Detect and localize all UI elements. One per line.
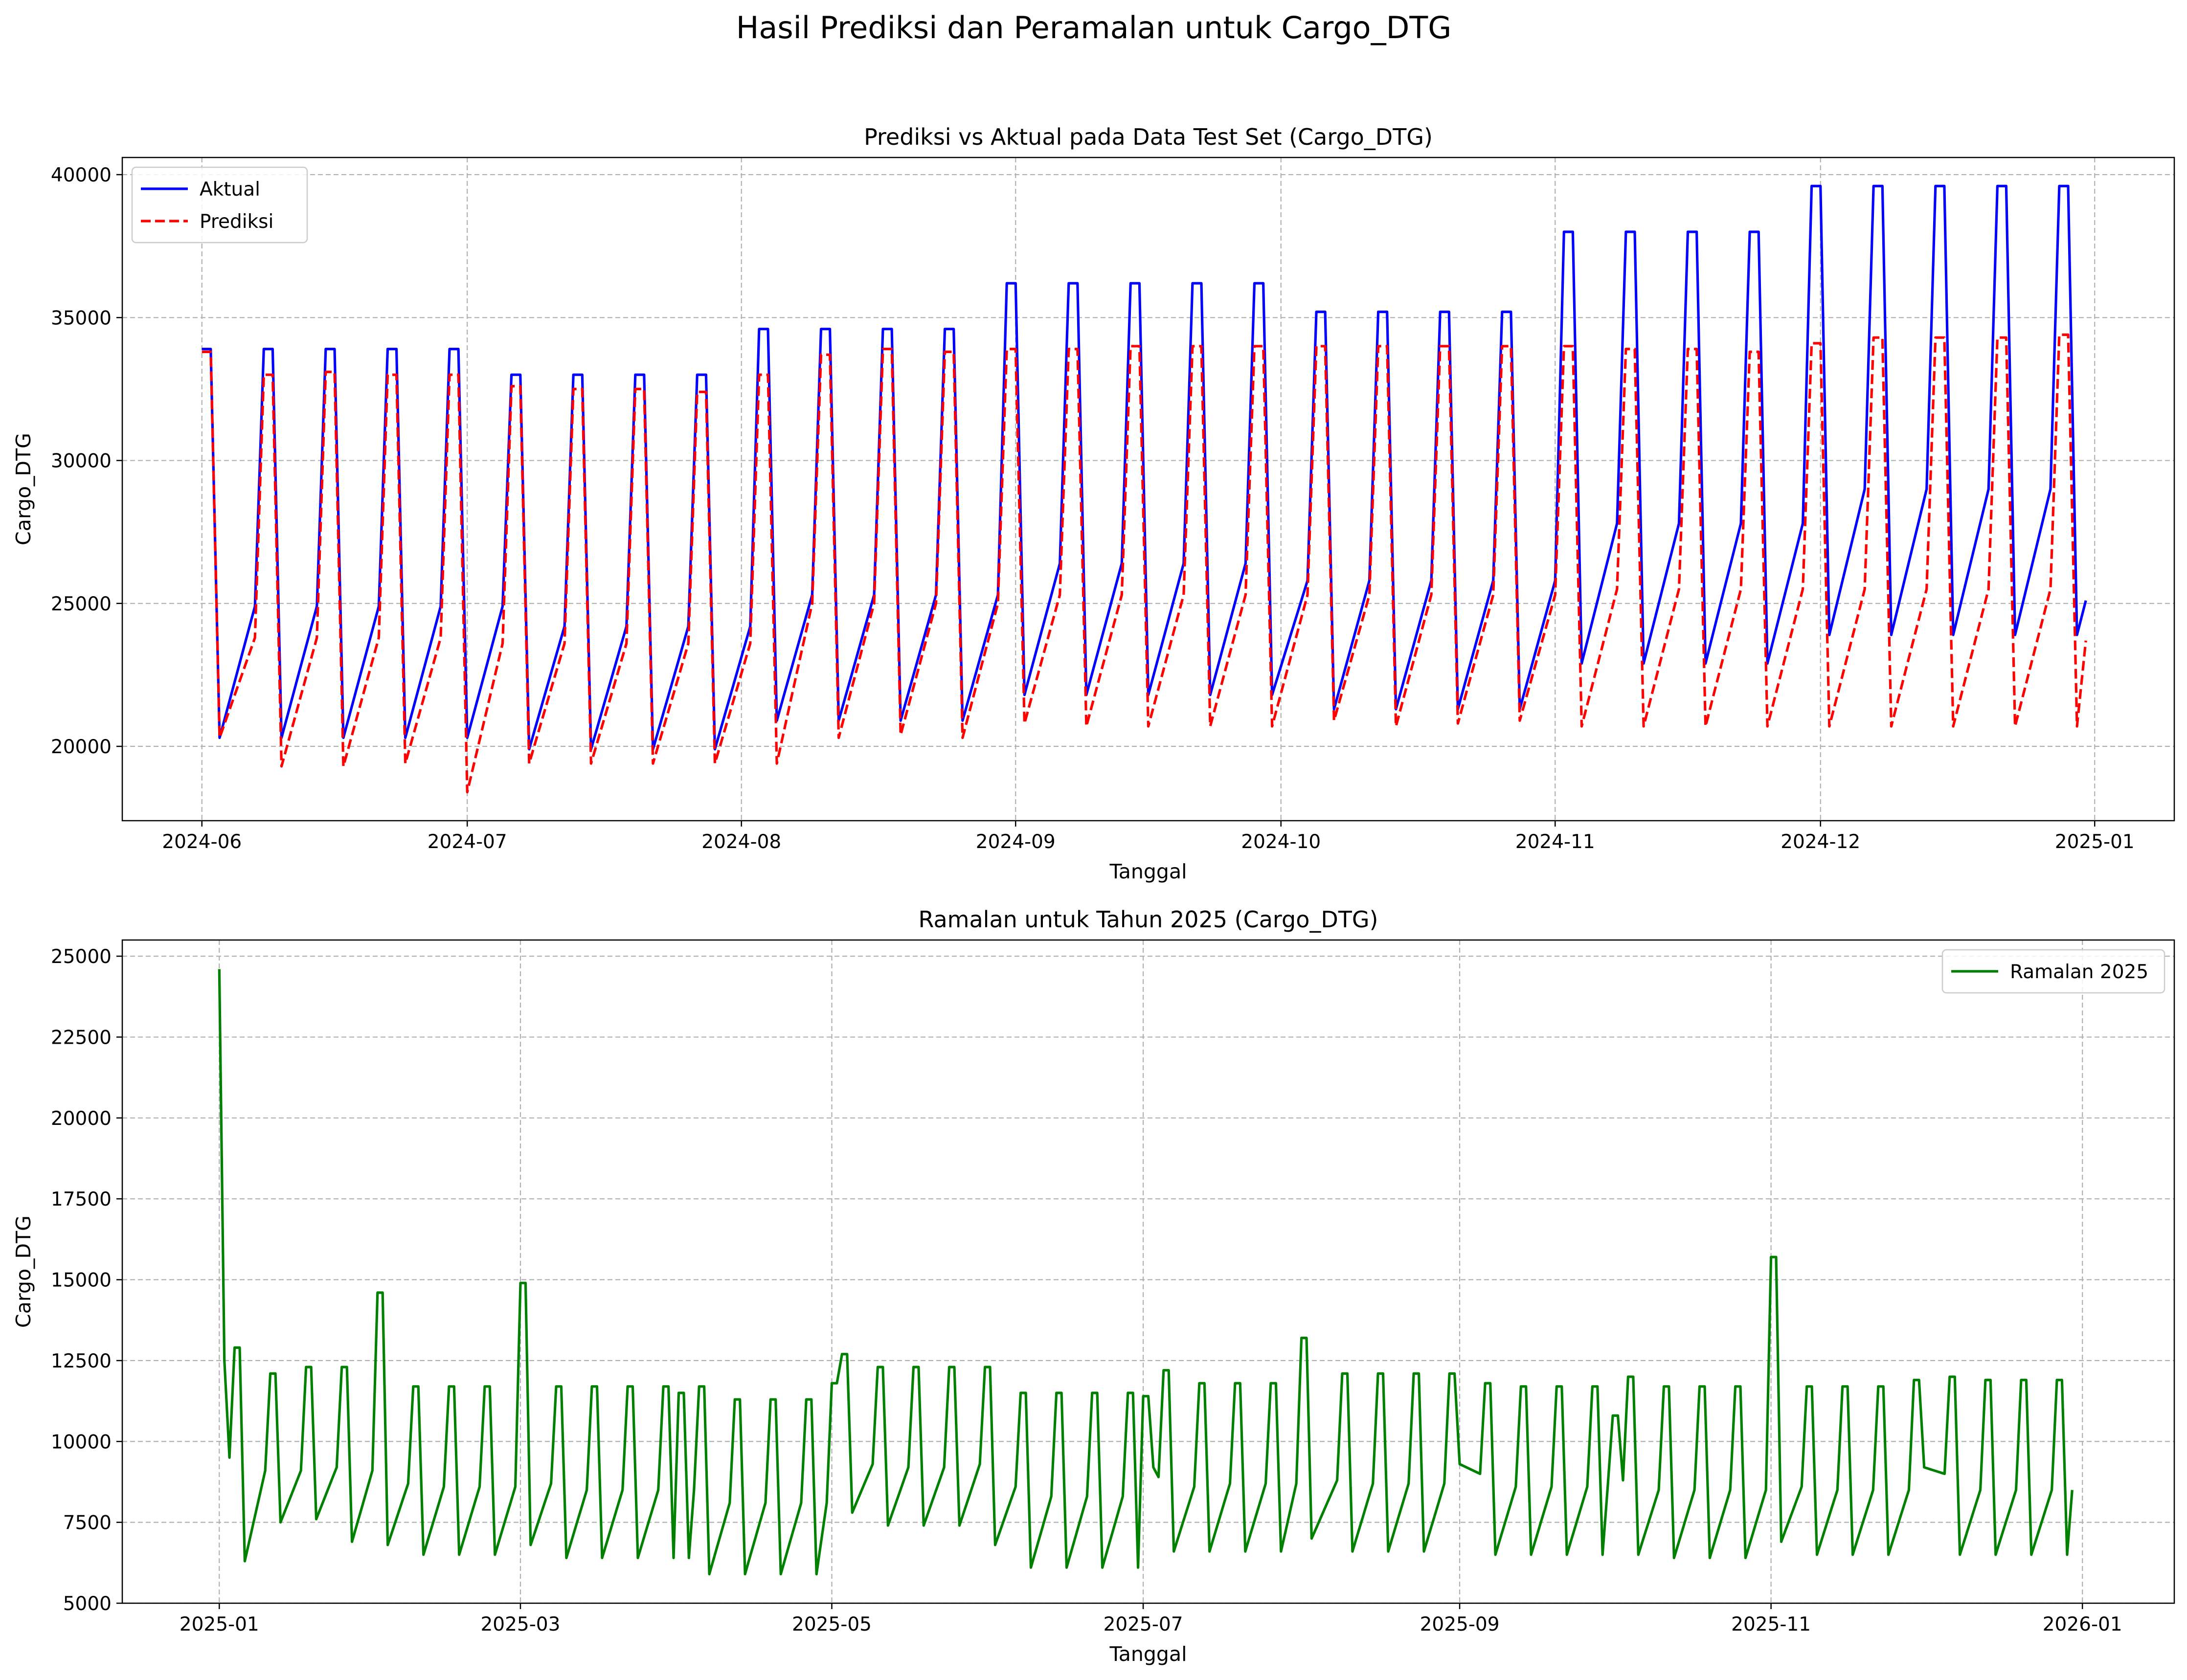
legend-label: Ramalan 2025 — [2010, 961, 2148, 983]
x-tick-label: 2025-05 — [792, 1613, 872, 1635]
legend: Aktual Prediksi — [131, 166, 308, 244]
x-tick-label: 2025-11 — [1731, 1613, 1811, 1635]
y-tick-label: 12500 — [51, 1350, 112, 1372]
x-tick-label: 2024-09 — [976, 831, 1056, 853]
y-axis-label: Cargo_DTG — [12, 433, 35, 545]
x-axis-label: Tanggal — [1109, 860, 1187, 883]
x-tick-label: 2024-11 — [1515, 831, 1595, 853]
x-tick-label: 2024-10 — [1241, 831, 1321, 853]
x-tick-label: 2024-08 — [701, 831, 781, 853]
figure-title: Hasil Prediksi dan Peramalan untuk Cargo… — [736, 10, 1452, 45]
y-axis-label: Cargo_DTG — [12, 1215, 35, 1328]
plot-frame — [121, 157, 2175, 822]
x-tick-label: 2024-12 — [1781, 831, 1860, 853]
y-tick-label: 17500 — [51, 1188, 112, 1210]
x-tick-label: 2026-01 — [2043, 1613, 2122, 1635]
y-tick-label: 20000 — [51, 736, 112, 758]
legend-box — [1941, 949, 2165, 994]
chart-title: Ramalan untuk Tahun 2025 (Cargo_DTG) — [919, 906, 1378, 933]
y-tick-label: 35000 — [51, 307, 112, 329]
x-tick-label: 2025-03 — [480, 1613, 560, 1635]
series-line-ramalan-2025 — [218, 969, 2074, 1576]
legend-label: Aktual — [200, 179, 260, 201]
x-tick-label: 2024-07 — [428, 831, 507, 853]
legend: Ramalan 2025 — [1941, 949, 2165, 994]
y-tick-label: 25000 — [51, 593, 112, 615]
y-tick-label: 40000 — [51, 164, 112, 186]
legend-label: Prediksi — [200, 211, 273, 233]
chart-forecast-2025: 2025-01 2025-03 2025-05 2025-07 2025-09 2025-… — [12, 906, 2175, 1666]
x-tick-label: 2025-01 — [180, 1613, 259, 1635]
chart-test-set: 2024-06 2024-07 2024-08 2024-09 2024-10 2024-… — [12, 124, 2175, 883]
x-tick-label: 2025-09 — [1420, 1613, 1500, 1635]
y-tick-label: 22500 — [51, 1027, 112, 1049]
y-tick-label: 25000 — [51, 946, 112, 968]
x-tick-label: 2024-06 — [162, 831, 242, 853]
y-tick-label: 30000 — [51, 450, 112, 472]
y-tick-label: 15000 — [51, 1270, 112, 1292]
legend-box — [131, 166, 308, 244]
x-axis-label: Tanggal — [1109, 1642, 1187, 1666]
x-tick-label: 2025-07 — [1104, 1613, 1183, 1635]
y-tick-label: 5000 — [63, 1593, 112, 1615]
chart-title: Prediksi vs Aktual pada Data Test Set (C… — [864, 124, 1433, 150]
y-tick-label: 20000 — [51, 1108, 112, 1130]
y-tick-label: 10000 — [51, 1431, 112, 1453]
y-tick-label: 7500 — [63, 1512, 112, 1534]
plot-frame — [121, 939, 2175, 1604]
x-tick-label: 2025-01 — [2055, 831, 2135, 853]
